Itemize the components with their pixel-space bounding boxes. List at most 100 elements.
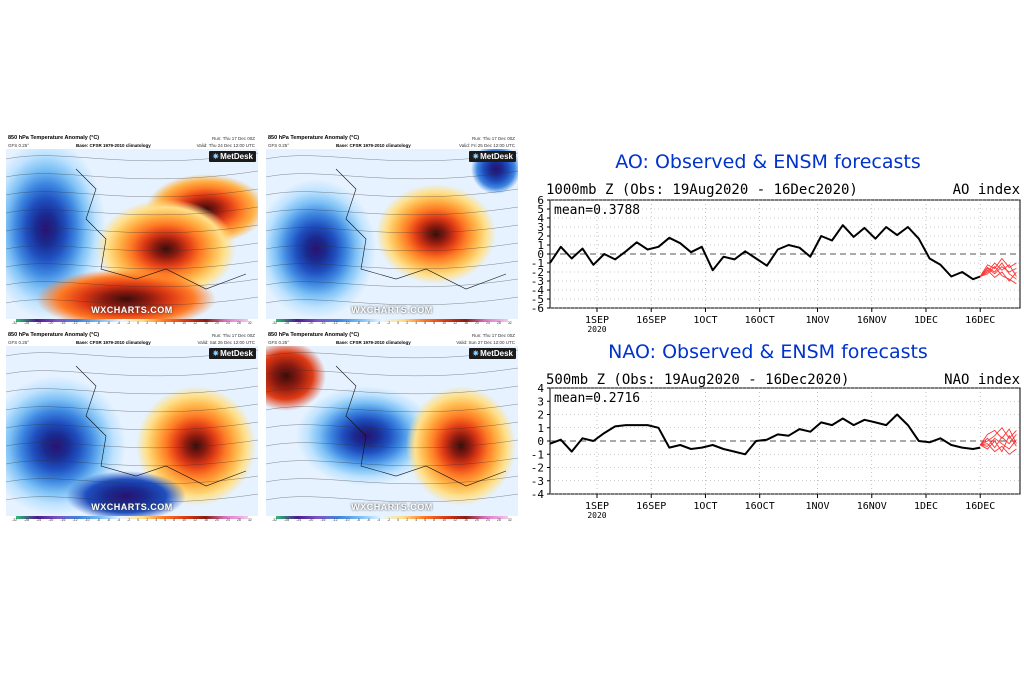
colorbar-tick-label: 24 [485, 321, 490, 325]
y-tick-label: -3 [531, 475, 544, 488]
y-tick-label: 6 [537, 194, 544, 207]
y-tick-label: -2 [531, 462, 544, 475]
y-tick-label: 0 [537, 248, 544, 261]
colorbar-tick-label: -24 [296, 321, 302, 325]
colorbar-tick-label: 20 [215, 321, 219, 325]
anomaly-field [6, 149, 258, 319]
ensemble-member-line [980, 443, 1017, 455]
y-tick-label: 4 [537, 382, 544, 395]
colorbar-tick-label: -20 [308, 321, 314, 325]
observed-series-line [549, 224, 981, 281]
colorbar-tick-label: 6 [164, 518, 167, 522]
colorbar-tick-label: 32 [247, 321, 252, 325]
colorbar-tick-label: 20 [475, 321, 479, 325]
colorbar-tick-label: -4 [116, 518, 121, 522]
x-tick-label: 1NOV [805, 501, 829, 512]
metdesk-logo-text: MetDesk [220, 349, 253, 358]
map-climatology-label: Base: CFSR 1979-2010 climatology [336, 143, 411, 148]
colorbar-tick-label: 20 [475, 518, 479, 522]
colorbar-tick-label: 8 [433, 518, 436, 522]
ensemble-member-line [980, 265, 1017, 285]
anomaly-field [266, 149, 518, 319]
colorbar-tick-label: 4 [155, 321, 158, 325]
colorbar-tick-label: -6 [106, 321, 110, 325]
anomaly-field [6, 346, 258, 516]
y-tick-label: -6 [531, 302, 544, 315]
map-panel: 850 hPa Temperature Anomaly (°C) GFS 0.25… [266, 332, 518, 524]
colorbar-tick-label: 12 [453, 321, 458, 325]
chart-subtitle: 500mb Z (Obs: 19Aug2020 - 16Dec2020) [546, 372, 849, 388]
colorbar-tick-label: -28 [284, 518, 290, 522]
colorbar [276, 516, 508, 519]
y-tick-label: 5 [537, 203, 544, 216]
colorbar-tick-label: -2 [127, 518, 131, 522]
colorbar-tick-label: 12 [193, 518, 198, 522]
colorbar-tick-label: -24 [36, 518, 42, 522]
x-tick-label: 16NOV [857, 315, 887, 326]
x-tick-label: 16OCT [745, 315, 775, 326]
colorbar-tick-label: -20 [308, 518, 314, 522]
colorbar-tick-label: -32 [272, 321, 278, 325]
y-tick-label: -1 [531, 448, 544, 461]
mean-label: mean=0.2716 [554, 391, 640, 406]
map-run-label: Run: Thu 17 Dec 00Z [472, 333, 515, 338]
metdesk-logo-icon: ✷ [212, 349, 220, 358]
colorbar-ticks: -32 -28 -24 -20 -16 -12 -10 -8 -6 -4 -2 0 2 4 6 8 10 12 16… [272, 518, 512, 524]
colorbar-tick-label: 4 [415, 321, 418, 325]
colorbar-tick-label: -32 [12, 518, 18, 522]
colorbar-tick-label: 10 [442, 321, 447, 325]
colorbar [16, 319, 248, 322]
colorbar-tick-label: -8 [356, 321, 360, 325]
wxcharts-watermark: WXCHARTS.COM [91, 305, 173, 315]
colorbar-tick-label: 6 [424, 518, 427, 522]
y-tick-label: -4 [531, 284, 545, 297]
y-tick-label: 0 [537, 435, 544, 448]
map-climatology-label: Base: CFSR 1979-2010 climatology [336, 340, 411, 345]
metdesk-logo-icon: ✷ [472, 152, 480, 161]
colorbar-tick-label: 0 [137, 321, 140, 325]
colorbar-tick-label: -28 [284, 321, 290, 325]
ao-chart-title: AO: Observed & ENSM forecasts [615, 151, 921, 173]
x-tick-label: 1SEP [585, 315, 609, 326]
index-label: NAO index [944, 372, 1020, 388]
wxcharts-watermark: WXCHARTS.COM [91, 502, 173, 512]
colorbar-tick-label: 20 [215, 518, 219, 522]
map-valid-label: Valid: Sat 26 Dec 12:00 UTC [197, 340, 255, 345]
colorbar-tick-label: -24 [36, 321, 42, 325]
x-tick-label: 1OCT [693, 315, 717, 326]
wxcharts-watermark: WXCHARTS.COM [351, 502, 433, 512]
colorbar-ticks: -32 -28 -24 -20 -16 -12 -10 -8 -6 -4 -2 0 2 4 6 8 10 12 16… [272, 321, 512, 327]
map-run-label: Run: Thu 17 Dec 00Z [472, 136, 515, 141]
colorbar-tick-label: -16 [320, 518, 326, 522]
colorbar-ticks: -32 -28 -24 -20 -16 -12 -10 -8 -6 -4 -2 0 2 4 6 8 10 12 16… [12, 321, 252, 327]
colorbar-tick-label: 16 [464, 321, 468, 325]
index-label: AO index [953, 182, 1020, 198]
mean-label: mean=0.3788 [554, 203, 640, 218]
map-panel: 850 hPa Temperature Anomaly (°C) GFS 0.25… [266, 135, 518, 327]
colorbar-tick-label: -16 [60, 518, 66, 522]
y-tick-label: 4 [537, 212, 544, 225]
anomaly-field [266, 346, 518, 516]
map-model-label: GFS 0.25° [268, 143, 290, 148]
y-tick-label: 1 [537, 422, 544, 435]
map-run-label: Run: Thu 17 Dec 00Z [212, 136, 255, 141]
colorbar-tick-label: 8 [173, 518, 176, 522]
colorbar-tick-label: -12 [332, 321, 338, 325]
colorbar-tick-label: 32 [507, 321, 512, 325]
x-tick-label: 16OCT [745, 501, 775, 512]
map-title: 850 hPa Temperature Anomaly (°C) [8, 332, 100, 338]
colorbar-tick-label: 10 [182, 321, 187, 325]
colorbar-tick-label: 12 [193, 321, 198, 325]
map-run-label: Run: Thu 17 Dec 00Z [212, 333, 255, 338]
colorbar-tick-label: -8 [96, 321, 100, 325]
y-tick-label: 1 [537, 239, 544, 252]
x-tick-label: 16SEP [636, 315, 666, 326]
x-tick-label: 16DEC [965, 315, 995, 326]
colorbar-tick-label: -12 [72, 321, 78, 325]
metdesk-logo: ✷MetDesk [469, 151, 516, 162]
colorbar-tick-label: 28 [496, 518, 501, 522]
colorbar-tick-label: 28 [236, 321, 241, 325]
colorbar-tick-label: -28 [24, 518, 30, 522]
colorbar-tick-label: 4 [155, 518, 158, 522]
colorbar-tick-label: 32 [507, 518, 512, 522]
